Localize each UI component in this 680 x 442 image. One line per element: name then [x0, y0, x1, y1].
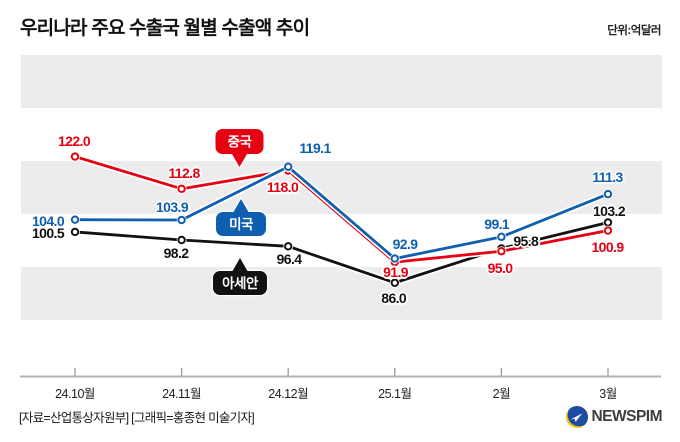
dot-china-5 [603, 226, 613, 235]
value-label-usa-1: 103.9 [155, 199, 189, 216]
x-axis-label: 24.12월 [268, 387, 309, 401]
value-label-china-2: 118.0 [266, 178, 299, 195]
value-label-china-1: 112.8 [168, 164, 200, 181]
source-credit: [자료=산업통상자원부] [그래픽=홍종현 미술기자] [19, 411, 255, 425]
dot-asean-4 [497, 244, 506, 253]
dot-halo-usa [176, 215, 187, 225]
x-axis-label: 25.1월 [378, 387, 412, 401]
dot-halo-china [496, 246, 507, 257]
dot-usa-3 [390, 254, 399, 263]
value-label-usa-4: 99.1 [484, 216, 510, 233]
value-label-asean-5: 103.2 [592, 202, 626, 219]
series-badge-label-usa: 미국 [229, 217, 254, 232]
dot-halo-asean [70, 227, 80, 237]
dot-china-0 [70, 152, 80, 161]
x-axis-label: 24.10월 [55, 387, 95, 401]
dot-halo-asean [496, 243, 507, 254]
dot-halo-usa [389, 253, 400, 264]
value-label-china-0: 122.0 [57, 132, 91, 149]
dot-halo-asean [176, 235, 187, 245]
dot-asean-5 [603, 218, 613, 227]
value-label-usa-2: 119.1 [299, 139, 331, 156]
dot-usa-4 [497, 232, 506, 242]
value-label-asean-0: 100.5 [31, 224, 65, 241]
dot-usa-0 [70, 215, 80, 224]
dot-china-4 [497, 247, 506, 256]
dot-usa-1 [177, 215, 186, 225]
value-label-asean-4: 95.8 [513, 232, 539, 249]
grid-band [21, 55, 662, 108]
x-axis-label: 3월 [599, 387, 617, 401]
value-label-china-4: 95.0 [487, 259, 513, 276]
page-title: 우리나라 주요 수출국 월별 수출액 추이 [20, 18, 310, 39]
dot-asean-1 [177, 235, 186, 245]
grid-band [21, 161, 662, 214]
value-label-usa-3: 92.9 [392, 235, 418, 252]
dot-halo-usa [496, 231, 507, 242]
x-axis-label: 2월 [492, 387, 511, 401]
newspim-logo-icon [566, 406, 589, 428]
value-label-china-3: 91.9 [383, 263, 408, 280]
newspim-logo-text: NEWSPIM [591, 408, 662, 425]
value-label-china-5: 100.9 [591, 239, 624, 256]
grid-band [21, 267, 662, 320]
newspim-logo: NEWSPIM [566, 406, 662, 428]
dot-halo-asean [283, 241, 294, 252]
dot-asean-2 [284, 242, 293, 251]
value-label-usa-0: 104.0 [31, 212, 65, 229]
dot-halo-asean [603, 217, 613, 228]
value-label-asean-1: 98.2 [163, 244, 189, 261]
x-axis-label: 24.11월 [162, 387, 202, 401]
unit-label: 단위:억달러 [607, 25, 661, 37]
series-badge-label-china: 중국 [228, 134, 253, 149]
dot-asean-0 [70, 227, 80, 237]
value-label-asean-3: 86.0 [381, 289, 407, 306]
dot-halo-usa [70, 214, 80, 225]
value-label-usa-5: 111.3 [592, 168, 623, 185]
dot-halo-china [603, 225, 613, 236]
value-label-asean-2: 96.4 [276, 251, 302, 268]
